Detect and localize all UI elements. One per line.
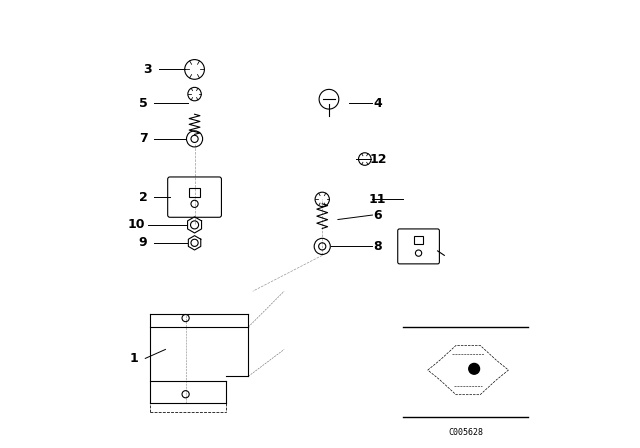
Text: 6: 6 — [373, 208, 381, 222]
Text: 7: 7 — [139, 132, 147, 146]
Text: 4: 4 — [374, 96, 383, 110]
Text: 10: 10 — [127, 218, 145, 232]
Text: C005628: C005628 — [448, 428, 483, 437]
Text: 5: 5 — [139, 96, 147, 110]
Text: 1: 1 — [130, 352, 138, 365]
Text: 2: 2 — [139, 190, 147, 204]
Text: 12: 12 — [369, 152, 387, 166]
Bar — [414, 236, 423, 244]
Circle shape — [468, 363, 479, 374]
Text: 11: 11 — [369, 193, 386, 206]
Text: 3: 3 — [143, 63, 152, 76]
Bar — [189, 188, 200, 197]
Text: 9: 9 — [139, 236, 147, 250]
Text: 8: 8 — [373, 240, 381, 253]
